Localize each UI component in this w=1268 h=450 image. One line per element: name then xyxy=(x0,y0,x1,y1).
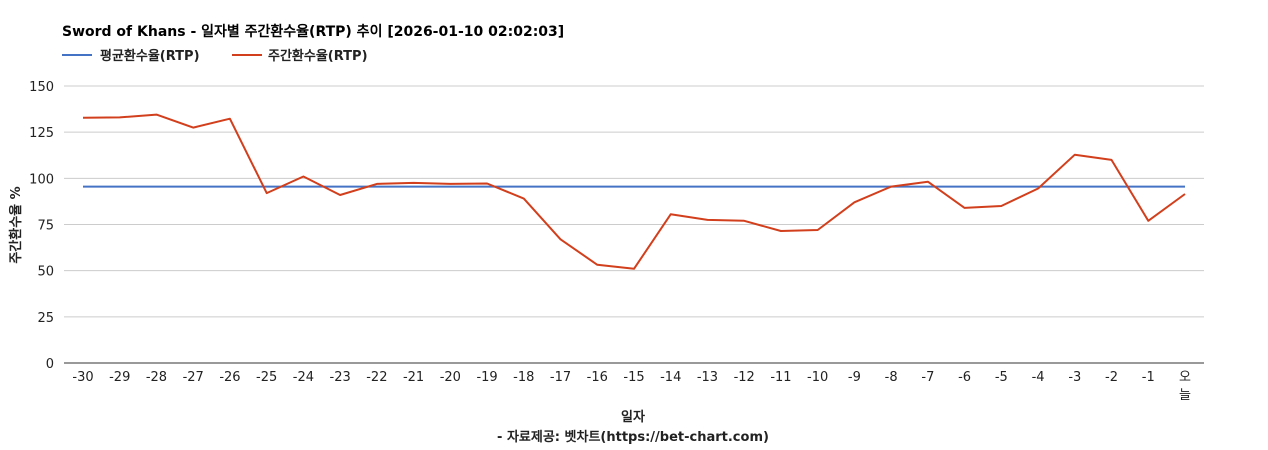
x-tick-label: -12 xyxy=(734,370,755,385)
x-tick-label: -4 xyxy=(1032,370,1045,385)
series-line-weekly xyxy=(82,113,1186,270)
x-tick-label: -9 xyxy=(848,370,861,385)
legend-label-weekly: 주간환수율(RTP) xyxy=(268,48,368,64)
x-tick-label: -6 xyxy=(958,370,971,385)
x-tick-label: -17 xyxy=(550,370,571,385)
x-tick-label: -23 xyxy=(330,370,351,385)
x-axis-title: 일자 xyxy=(621,410,645,425)
x-axis-ticks: -30 -29 -28 -27 -26 -25 -24 -23 -22 -21 -20 -19 -18 -… xyxy=(72,370,1191,403)
x-tick-label: -20 xyxy=(440,370,461,385)
x-tick-label: -25 xyxy=(256,370,277,385)
x-tick-label: -8 xyxy=(885,370,898,385)
x-tick-label: -30 xyxy=(72,370,93,385)
y-tick-label: 125 xyxy=(29,126,54,141)
y-axis-ticks: 0 25 50 75 100 125 150 xyxy=(29,80,54,372)
x-tick-label: -19 xyxy=(476,370,497,385)
source-credit: - 자료제공: 벳차트(https://bet-chart.com) xyxy=(497,429,769,445)
series-lines xyxy=(82,113,1186,270)
x-tick-label: -26 xyxy=(219,370,240,385)
y-tick-label: 75 xyxy=(37,219,54,234)
x-tick-label: -14 xyxy=(660,370,681,385)
x-tick-label: -27 xyxy=(183,370,204,385)
y-axis-title: 주간환수율 % xyxy=(8,186,24,263)
x-tick-label: -28 xyxy=(146,370,167,385)
legend-label-average: 평균환수율(RTP) xyxy=(100,48,200,64)
x-tick-label: -13 xyxy=(697,370,718,385)
x-tick-label: -21 xyxy=(403,370,424,385)
x-tick-label: -10 xyxy=(807,370,828,385)
y-tick-label: 150 xyxy=(29,80,54,95)
x-tick-label: -5 xyxy=(995,370,1008,385)
x-tick-label: -16 xyxy=(587,370,608,385)
x-tick-label: -15 xyxy=(623,370,644,385)
x-tick-label: -2 xyxy=(1105,370,1118,385)
x-tick-label: -3 xyxy=(1068,370,1081,385)
x-tick-label: -24 xyxy=(293,370,314,385)
x-tick-label: -29 xyxy=(109,370,130,385)
legend: 평균환수율(RTP) 주간환수율(RTP) xyxy=(62,48,368,64)
x-tick-label: -1 xyxy=(1142,370,1155,385)
y-tick-label: 50 xyxy=(37,265,54,280)
x-tick-label: -18 xyxy=(513,370,534,385)
y-tick-label: 100 xyxy=(29,172,54,187)
gridlines xyxy=(64,85,1204,364)
chart-title: Sword of Khans - 일자별 주간환수율(RTP) 추이 [2026… xyxy=(62,23,564,40)
x-tick-label: -22 xyxy=(366,370,387,385)
x-tick-label: -11 xyxy=(770,370,791,385)
x-tick-label: -7 xyxy=(921,370,934,385)
y-tick-label: 0 xyxy=(46,357,54,372)
y-tick-label: 25 xyxy=(37,311,54,326)
